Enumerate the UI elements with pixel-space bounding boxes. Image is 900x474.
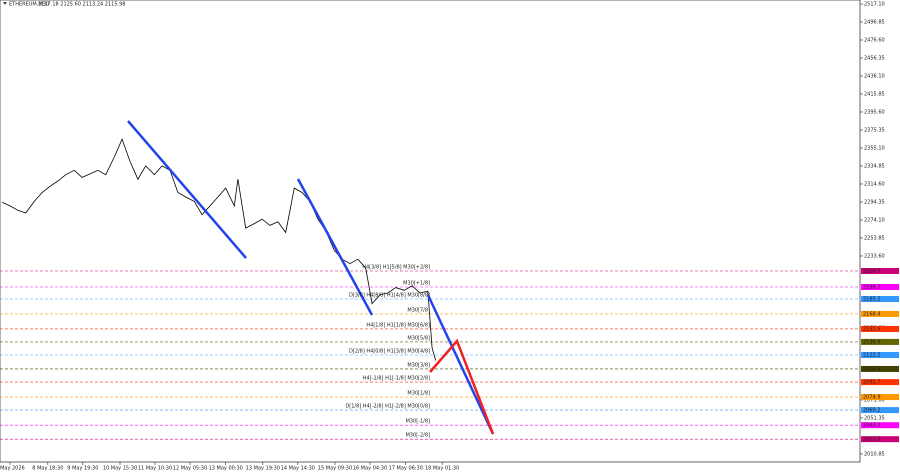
level-label: M30[7/8] bbox=[407, 307, 430, 313]
y-tick-label: 2051.35 bbox=[864, 415, 885, 421]
y-tick-label: 2274.10 bbox=[864, 217, 885, 223]
level-price: 2198.7 bbox=[863, 285, 881, 291]
level-label: D[2/8] H4[0/8] H1[3/8] M30[4/8] bbox=[349, 348, 430, 354]
x-tick-label: 14 May 14:30 bbox=[281, 466, 315, 472]
y-tick-label: 2334.85 bbox=[864, 163, 885, 169]
x-tick-label: 13 May 19:30 bbox=[246, 466, 280, 472]
x-tick-label: 12 May 05:30 bbox=[173, 466, 207, 472]
y-tick-label: 2395.60 bbox=[864, 109, 885, 115]
level-price-box bbox=[861, 379, 899, 386]
level-price: 2043.2 bbox=[863, 423, 881, 429]
level-price: 2216.7 bbox=[863, 269, 881, 275]
y-tick-label: 2071.60 bbox=[864, 397, 885, 403]
y-tick-label: 2496.85 bbox=[864, 19, 885, 25]
y-tick-label: 2415.85 bbox=[864, 91, 885, 97]
price-line bbox=[1, 138, 437, 361]
trend-line bbox=[426, 294, 495, 435]
level-price: 2168.4 bbox=[863, 311, 881, 317]
x-tick-label: 15 May 09:30 bbox=[318, 466, 352, 472]
x-tick-label: 18 May 01:30 bbox=[425, 466, 459, 472]
level-price: 2027.5 bbox=[863, 437, 881, 443]
trend-lines bbox=[127, 120, 495, 435]
symbol-icon bbox=[3, 2, 7, 5]
y-tick-label: 2355.10 bbox=[864, 145, 885, 151]
level-price-box bbox=[861, 394, 899, 401]
level-price: 2060.2 bbox=[863, 408, 881, 414]
level-price-box bbox=[861, 325, 899, 332]
level-label: M30[1/8] bbox=[407, 391, 430, 397]
level-price-box bbox=[861, 295, 899, 302]
x-tick-label: 7 May 2026 bbox=[0, 466, 25, 472]
y-tick-label: 2314.60 bbox=[864, 181, 885, 187]
level-label: D[3/8] H4[8/8] H1[4/8] M30[8/8] bbox=[349, 292, 430, 298]
x-tick-label: 17 May 06:30 bbox=[389, 466, 423, 472]
level-price-box bbox=[861, 284, 899, 291]
level-label: H4[1/8] H1[1/8] M30[6/8] bbox=[366, 322, 430, 328]
x-tick-label: 10 May 15:30 bbox=[103, 466, 137, 472]
level-price-box bbox=[861, 422, 899, 429]
trend-line bbox=[127, 120, 247, 259]
x-tick-label: 9 May 19:30 bbox=[67, 466, 98, 472]
chart-ohlc: 2117.18 2125.60 2113.24 2115.98 bbox=[38, 2, 125, 8]
level-price: 2074.9 bbox=[863, 395, 881, 401]
level-price-box bbox=[861, 351, 899, 358]
plot-frame bbox=[0, 0, 861, 463]
level-price-box bbox=[861, 436, 899, 443]
level-label: M30[3/8] bbox=[407, 362, 430, 368]
level-price-box bbox=[861, 365, 899, 372]
level-price: 2185.2 bbox=[863, 296, 881, 302]
level-label: M30[5/8] bbox=[407, 335, 430, 341]
level-label: M30[-1/8] bbox=[406, 419, 430, 425]
trend-line bbox=[296, 178, 374, 316]
forecast-arrow bbox=[429, 338, 495, 435]
x-tick-label: 8 May 18:30 bbox=[32, 466, 63, 472]
y-tick-label: 2294.35 bbox=[864, 199, 885, 205]
level-price: 2122.2 bbox=[863, 352, 881, 358]
chart-title: ETHEREUM,M30 bbox=[9, 2, 49, 8]
x-tick-label: 13 May 00:30 bbox=[209, 466, 243, 472]
x-tick-label: 11 May 10:30 bbox=[138, 466, 172, 472]
level-price: 2091.7 bbox=[863, 380, 881, 386]
y-tick-label: 2517.10 bbox=[864, 1, 885, 7]
x-tick-label: 16 May 04:30 bbox=[353, 466, 387, 472]
y-tick-label: 2456.35 bbox=[864, 55, 885, 61]
level-label: H4[-1/8] H1[-1/8] M30[2/8] bbox=[363, 376, 430, 382]
level-price-box bbox=[861, 338, 899, 345]
level-price-box bbox=[861, 268, 899, 275]
level-price: 2136.9 bbox=[863, 339, 881, 345]
y-tick-label: 2375.35 bbox=[864, 127, 885, 133]
y-tick-label: 2233.60 bbox=[864, 253, 885, 259]
level-price: 2106.5 bbox=[863, 366, 881, 372]
level-label: M30[+1/8] bbox=[403, 281, 430, 287]
level-label: H4[3/8] H1[5/8] M30[+2/8] bbox=[362, 265, 430, 271]
level-price-box bbox=[861, 310, 899, 317]
level-price: 2151.5 bbox=[863, 326, 881, 332]
y-tick-label: 2253.85 bbox=[864, 235, 885, 241]
level-label: D[1/8] H4[-2/8] H1[-2/8] M30[0/8] bbox=[345, 404, 430, 410]
level-label: M30[-2/8] bbox=[406, 433, 430, 439]
y-tick-label: 2476.60 bbox=[864, 37, 885, 43]
y-tick-label: 2010.85 bbox=[864, 451, 885, 457]
level-price-box bbox=[861, 407, 899, 414]
y-tick-label: 2436.10 bbox=[864, 73, 885, 79]
